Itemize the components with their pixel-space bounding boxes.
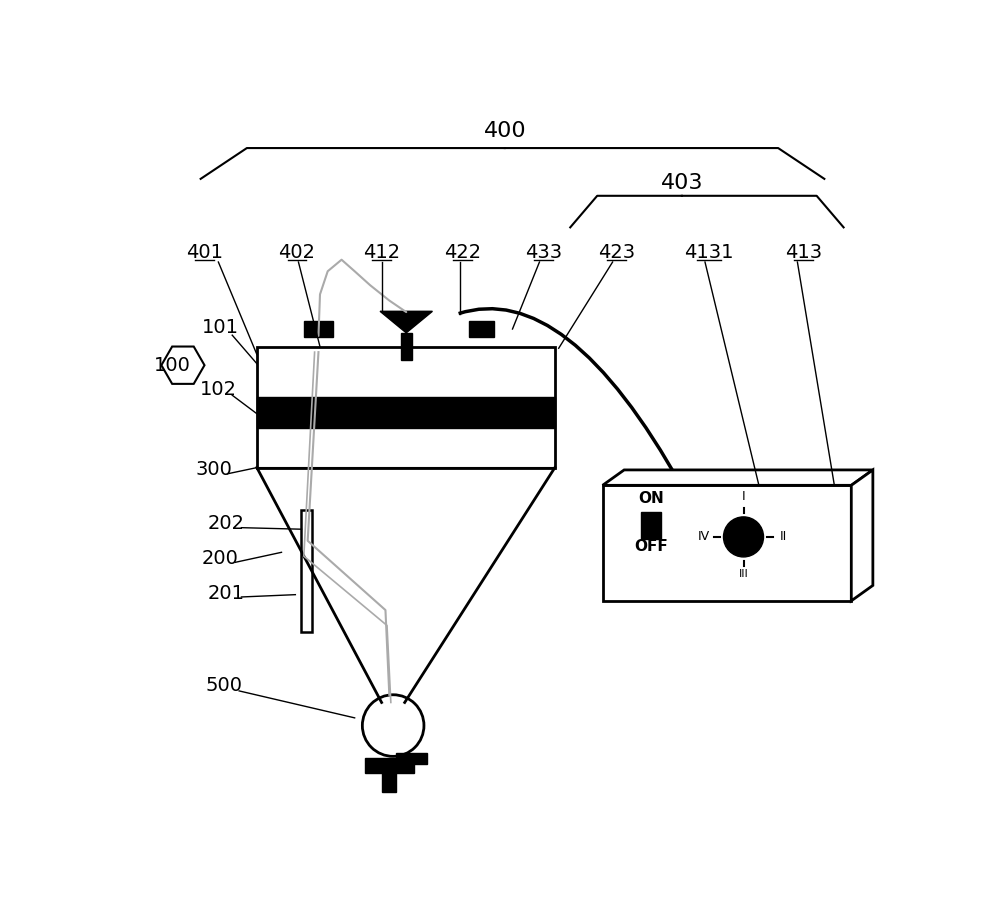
Text: I: I — [742, 490, 745, 503]
Text: III: III — [739, 569, 748, 579]
Polygon shape — [380, 311, 432, 333]
Text: 401: 401 — [186, 243, 223, 261]
Text: 102: 102 — [200, 380, 237, 399]
Bar — [301, 510, 312, 632]
Circle shape — [723, 517, 764, 557]
Bar — [365, 758, 414, 773]
Bar — [304, 321, 333, 337]
Text: ON: ON — [638, 491, 664, 506]
Text: 400: 400 — [483, 121, 526, 142]
Text: 201: 201 — [208, 583, 245, 603]
Bar — [469, 321, 494, 337]
Text: OFF: OFF — [634, 539, 668, 553]
Bar — [401, 333, 412, 360]
Text: 4131: 4131 — [684, 243, 734, 261]
Bar — [257, 397, 555, 427]
Text: 202: 202 — [208, 513, 245, 532]
Text: II: II — [780, 530, 787, 543]
Text: 500: 500 — [205, 676, 242, 695]
Polygon shape — [851, 470, 873, 601]
Text: 402: 402 — [278, 243, 315, 261]
Text: 200: 200 — [201, 549, 238, 568]
Text: 413: 413 — [785, 243, 822, 261]
Polygon shape — [603, 470, 873, 486]
Bar — [382, 771, 396, 792]
Text: 300: 300 — [195, 459, 232, 478]
Bar — [641, 511, 661, 540]
Text: 422: 422 — [444, 243, 481, 261]
Text: 433: 433 — [525, 243, 562, 261]
Text: 423: 423 — [598, 243, 635, 261]
Text: 101: 101 — [201, 318, 238, 337]
Text: 403: 403 — [661, 173, 703, 193]
Text: 412: 412 — [363, 243, 400, 261]
Bar — [257, 347, 555, 467]
Bar — [396, 753, 427, 764]
Bar — [603, 486, 851, 601]
Text: IV: IV — [697, 530, 710, 543]
Text: 100: 100 — [154, 356, 191, 374]
